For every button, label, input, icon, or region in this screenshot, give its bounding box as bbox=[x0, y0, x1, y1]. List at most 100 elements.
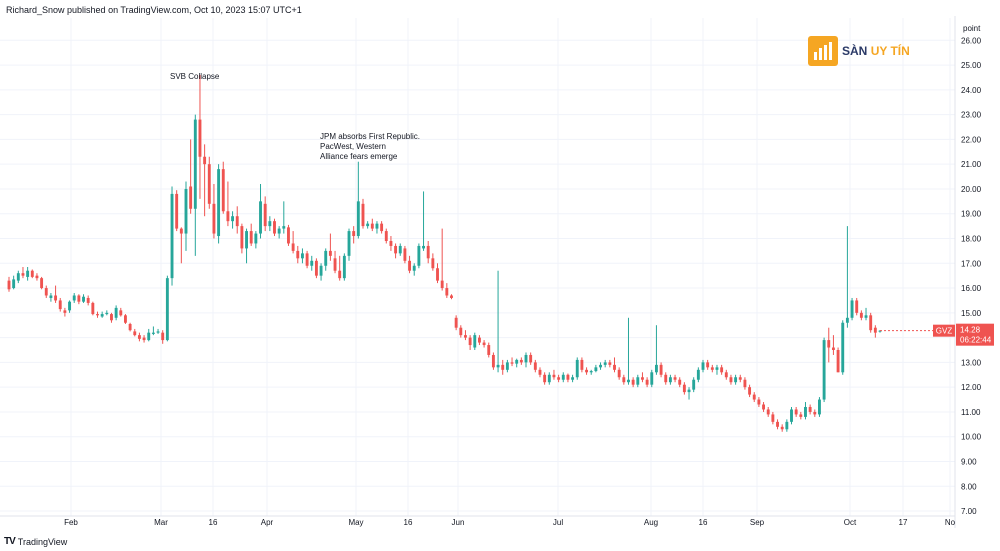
time-tick-label: Apr bbox=[261, 518, 274, 527]
candle-body bbox=[873, 327, 877, 333]
candle bbox=[58, 297, 62, 312]
candle-body bbox=[49, 295, 53, 298]
candle bbox=[818, 397, 821, 417]
candle bbox=[175, 190, 179, 232]
candle bbox=[63, 307, 67, 317]
time-axis: Feb Mar 16 Apr May 16 Jun Jul Aug 16 Sep Oct 17 No bbox=[0, 515, 956, 527]
candle-body bbox=[496, 364, 500, 368]
candle-body bbox=[40, 278, 44, 289]
time-tick-label: No bbox=[945, 518, 956, 527]
candle bbox=[221, 161, 225, 214]
candle bbox=[734, 374, 738, 385]
time-tick-label: Feb bbox=[64, 518, 78, 527]
candle bbox=[277, 226, 281, 239]
candle bbox=[762, 402, 766, 412]
candle bbox=[566, 373, 570, 383]
candle-body bbox=[422, 245, 425, 249]
candle bbox=[533, 359, 537, 373]
price-tick-label: 12.00 bbox=[961, 383, 982, 392]
candle-body bbox=[804, 406, 807, 417]
candle-body bbox=[324, 250, 328, 266]
candle-body bbox=[678, 379, 682, 385]
candle-body bbox=[491, 354, 495, 368]
candle bbox=[645, 377, 649, 388]
candle-body bbox=[342, 255, 346, 279]
candle-body bbox=[580, 359, 584, 370]
candle-body bbox=[96, 314, 99, 316]
candle bbox=[738, 374, 742, 383]
symbol-badge bbox=[933, 324, 955, 337]
candle bbox=[724, 369, 728, 380]
candle bbox=[450, 294, 453, 300]
candle bbox=[426, 240, 430, 264]
candle bbox=[859, 310, 863, 321]
candle bbox=[198, 74, 202, 199]
price-tick-label: 9.00 bbox=[961, 457, 977, 466]
candle bbox=[831, 335, 835, 355]
candle bbox=[235, 206, 239, 234]
candle bbox=[659, 362, 663, 378]
candle bbox=[855, 297, 859, 316]
price-tick-label: 11.00 bbox=[961, 408, 981, 417]
candle bbox=[627, 317, 630, 385]
candle-body bbox=[468, 337, 472, 346]
price-tick-label: 19.00 bbox=[961, 210, 982, 219]
candle bbox=[328, 233, 332, 261]
candle bbox=[431, 253, 435, 271]
candle-body bbox=[869, 315, 873, 331]
candle bbox=[408, 255, 412, 274]
candle-body bbox=[715, 367, 719, 370]
candle-body bbox=[426, 245, 430, 259]
candle bbox=[464, 330, 467, 341]
candle-body bbox=[314, 260, 318, 276]
candle bbox=[468, 335, 472, 350]
candle-body bbox=[128, 323, 132, 331]
candle bbox=[310, 255, 314, 271]
candle-body bbox=[780, 426, 784, 430]
candle-body bbox=[347, 231, 351, 256]
candle bbox=[729, 374, 733, 385]
candle bbox=[603, 359, 607, 368]
candle bbox=[324, 248, 328, 271]
candle-body bbox=[82, 296, 85, 302]
candle-body bbox=[123, 315, 127, 323]
candle-body bbox=[855, 300, 859, 313]
candles bbox=[7, 74, 882, 432]
price-axis-unit: point bbox=[963, 24, 981, 33]
candle bbox=[776, 419, 779, 430]
time-tick-label: Mar bbox=[154, 518, 168, 527]
candle bbox=[170, 186, 174, 286]
candle bbox=[673, 374, 677, 383]
candle bbox=[72, 293, 76, 303]
candle-body bbox=[375, 223, 379, 229]
candle-body bbox=[240, 226, 244, 249]
candle-body bbox=[277, 228, 281, 234]
candle-body bbox=[114, 307, 118, 318]
candle-body bbox=[110, 314, 113, 321]
candle bbox=[12, 275, 16, 290]
candle-body bbox=[659, 364, 663, 375]
candle-body bbox=[235, 216, 239, 227]
candle-body bbox=[864, 315, 868, 318]
symbol-badge-label: GVZ bbox=[936, 327, 953, 336]
candle bbox=[300, 248, 304, 264]
candle bbox=[40, 276, 44, 290]
candle bbox=[608, 359, 612, 368]
candle bbox=[515, 358, 519, 368]
candle bbox=[505, 359, 509, 373]
candle-body bbox=[193, 119, 197, 209]
candle-body bbox=[30, 270, 34, 277]
candle bbox=[543, 372, 547, 385]
candle bbox=[417, 243, 421, 269]
candle-body bbox=[738, 377, 742, 380]
candle bbox=[296, 245, 300, 264]
candle bbox=[119, 307, 123, 317]
candle bbox=[165, 275, 169, 342]
candle-body bbox=[571, 377, 575, 380]
candle bbox=[845, 226, 849, 328]
candle-body bbox=[63, 310, 67, 313]
candle-body bbox=[189, 186, 193, 209]
footer[interactable]: TV TradingView bbox=[4, 536, 67, 547]
candle bbox=[273, 218, 276, 237]
